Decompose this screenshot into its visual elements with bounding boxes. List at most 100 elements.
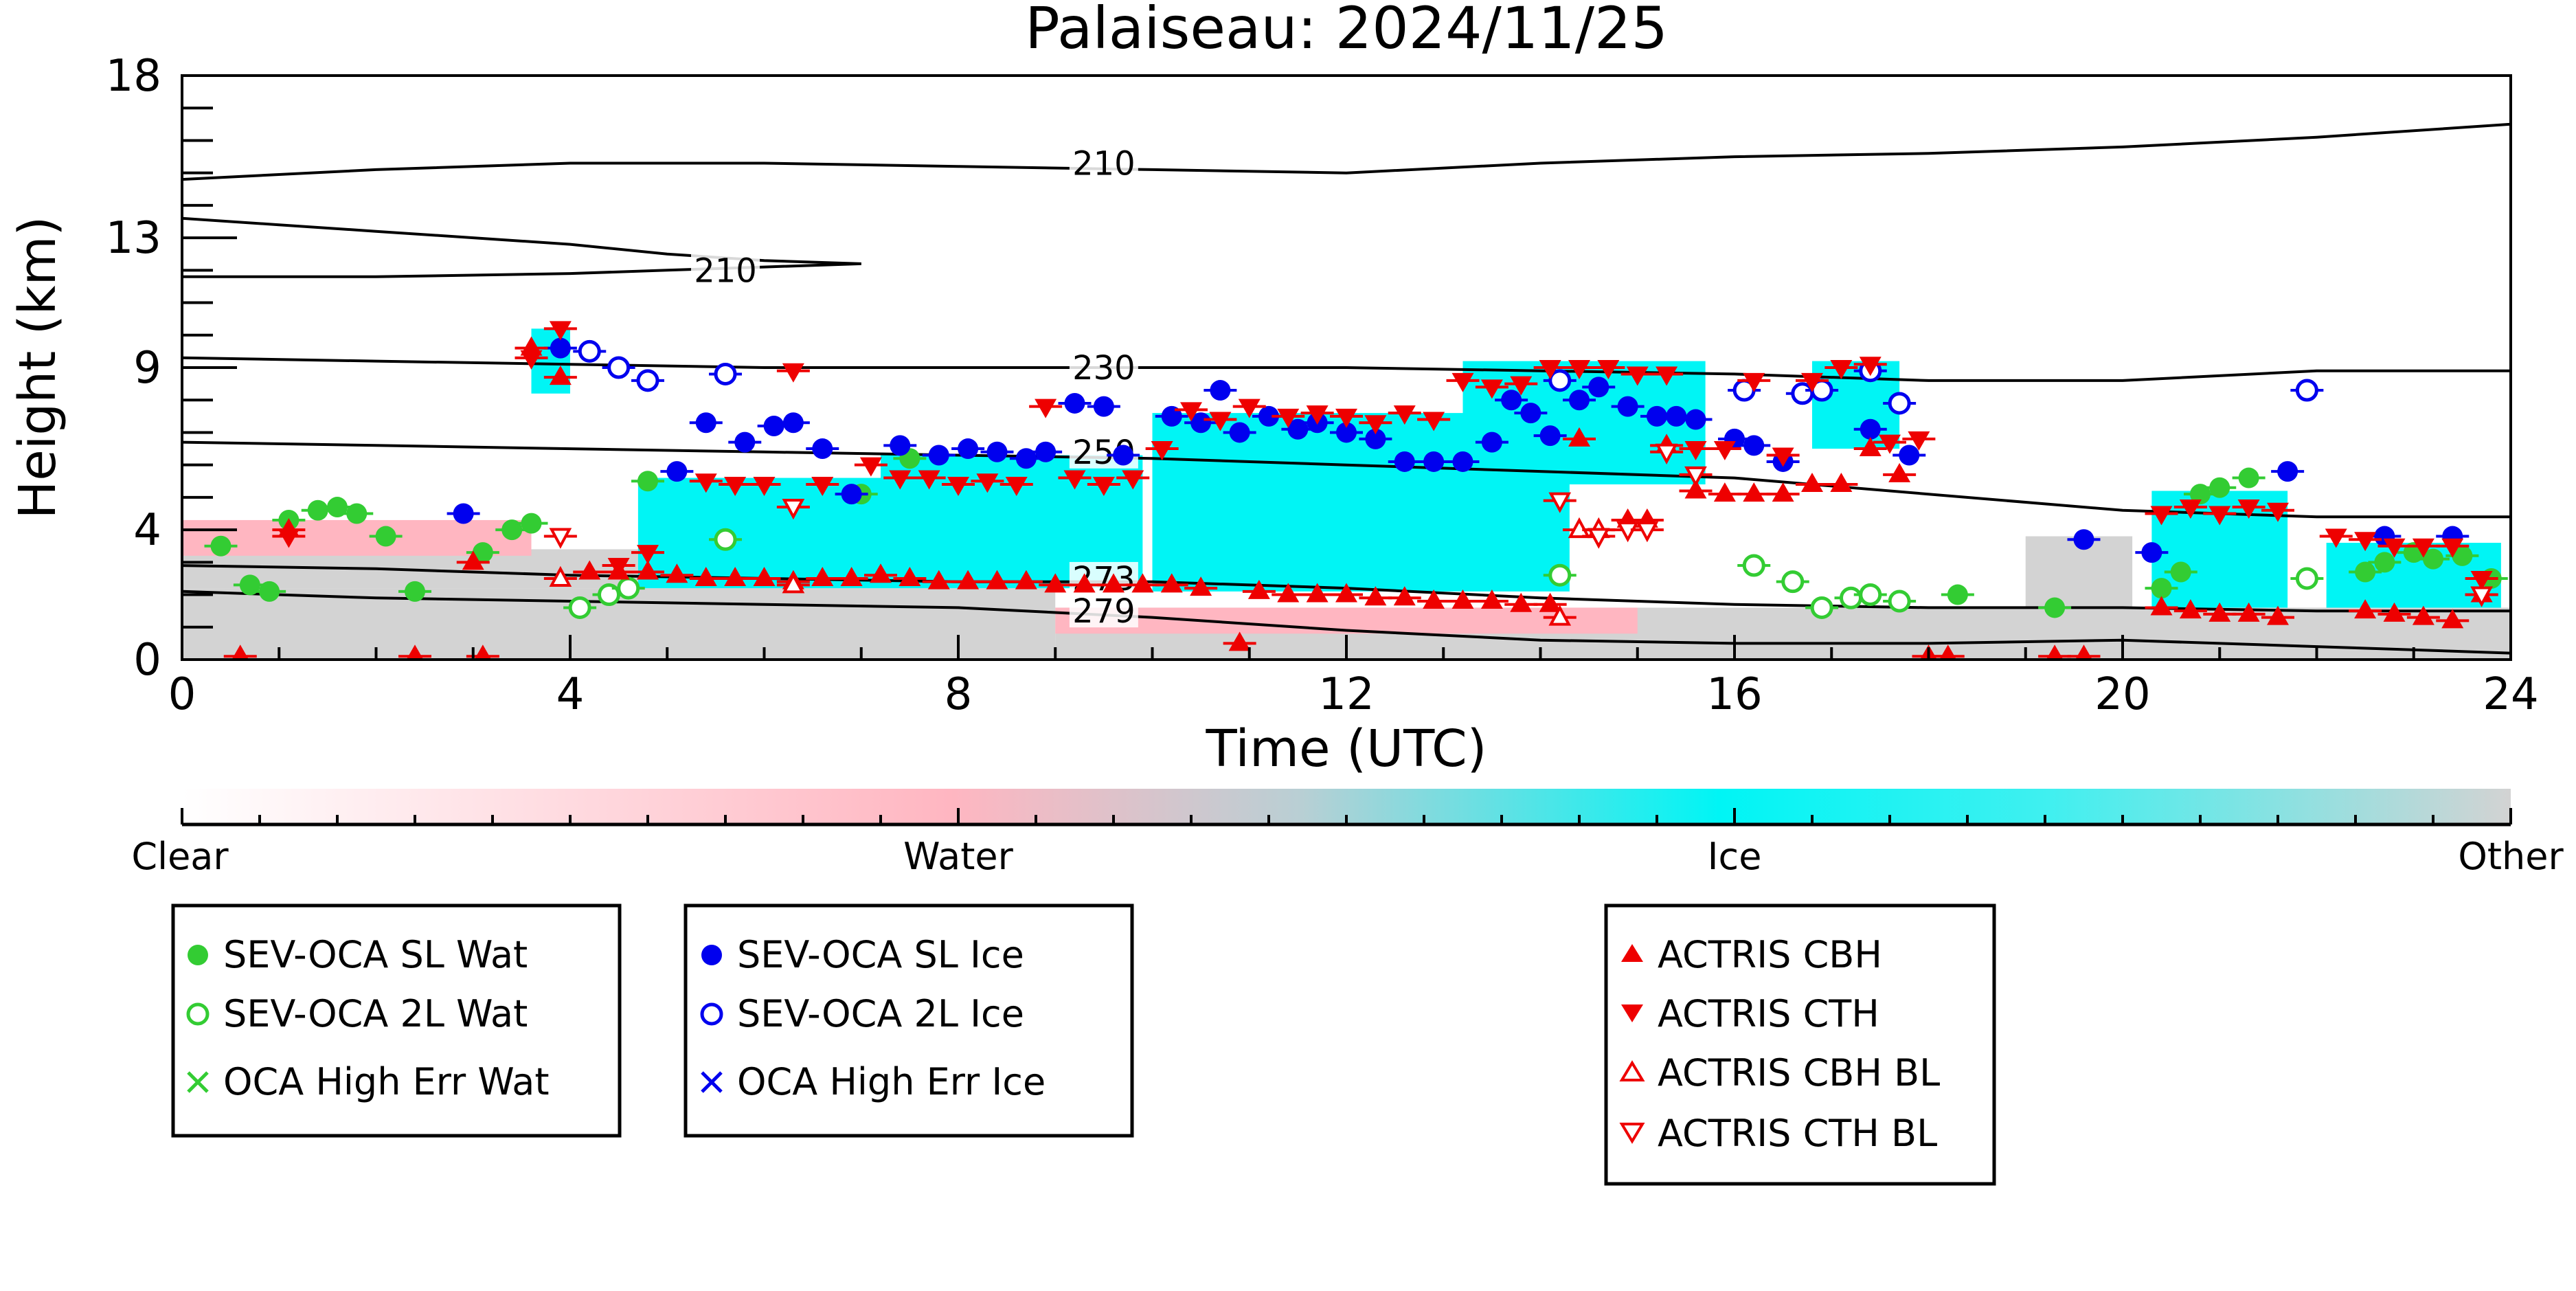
actris-cth-bl-point xyxy=(1548,492,1572,513)
legend-cbh-label: ACTRIS CBH xyxy=(1658,933,1882,976)
actris-cth-point xyxy=(1626,366,1649,386)
legend-cth-label: ACTRIS CTH xyxy=(1658,992,1879,1035)
x-tick-label: 8 xyxy=(945,669,973,720)
actris-cth-bl-point xyxy=(549,528,572,549)
actris-cth-point xyxy=(2208,506,2231,526)
actris-cth-point xyxy=(2179,499,2202,519)
sev-oca-sl-ice-point xyxy=(1617,396,1638,417)
actris-cth-point xyxy=(549,321,572,341)
sev-oca-2l-wat-point xyxy=(1548,563,1572,587)
actris-cbh-point xyxy=(1510,592,1533,612)
x-tick-label: 0 xyxy=(168,669,196,720)
legend-cbh-bl-marker xyxy=(1619,1060,1645,1081)
sev-oca-sl-ice-point xyxy=(695,412,716,434)
legend-ice-box xyxy=(683,903,1134,1138)
sev-oca-sl-wat-point xyxy=(2238,467,2259,489)
actris-cbh-point xyxy=(1772,482,1794,502)
sev-oca-2l-wat-point xyxy=(1888,590,1911,613)
sev-oca-sl-ice-point xyxy=(2141,542,2162,563)
sev-oca-sl-ice-point xyxy=(734,431,756,453)
legend-cth-bl-marker xyxy=(1619,1123,1645,1144)
sev-oca-2l-wat-point xyxy=(1810,596,1833,619)
actris-cth-point xyxy=(1063,470,1086,490)
contour-line-210 xyxy=(182,122,2511,181)
legend-2l-wat-marker xyxy=(186,1002,210,1026)
actris-cbh-point xyxy=(1103,573,1125,593)
legend-sl-wat-marker xyxy=(188,945,208,965)
sev-oca-sl-ice-point xyxy=(1229,422,1250,443)
contour-label-bg xyxy=(1069,594,1138,628)
actris-cbh-bl-point xyxy=(549,565,572,587)
x-tick-label: 20 xyxy=(2094,669,2150,720)
actris-cbh-point xyxy=(2441,609,2464,629)
legend-water-box xyxy=(171,903,622,1138)
sev-oca-sl-ice-point xyxy=(1093,396,1114,417)
sev-oca-sl-wat-point xyxy=(2452,545,2473,566)
actris-cbh-point xyxy=(2208,602,2231,622)
sev-oca-2l-wat-point xyxy=(1859,583,1882,607)
sev-oca-sl-ice-point xyxy=(1520,403,1541,424)
actris-cth-point xyxy=(2412,538,2434,558)
sev-oca-sl-ice-point xyxy=(550,337,571,359)
sev-oca-sl-ice-point xyxy=(986,441,1008,462)
actris-cbh-point xyxy=(1335,583,1357,603)
actris-cth-point xyxy=(1238,398,1261,418)
contour-label-bg xyxy=(691,254,760,287)
actris-cth-point xyxy=(1772,447,1794,467)
actris-cbh-point xyxy=(462,550,484,570)
actris-cth-point xyxy=(278,528,300,548)
ice-cloud-block xyxy=(1812,361,1900,449)
actris-cth-point xyxy=(782,363,804,383)
actris-cbh-point xyxy=(1713,482,1736,502)
actris-cbh-point xyxy=(694,566,717,586)
sev-oca-sl-ice-point xyxy=(666,461,688,482)
x-tick-label: 24 xyxy=(2483,669,2538,720)
actris-cth-point xyxy=(1908,431,1930,451)
actris-cth-point xyxy=(1713,441,1736,461)
actris-cbh-point xyxy=(2383,602,2406,622)
actris-cth-bl-point xyxy=(1655,443,1678,464)
sev-oca-sl-wat-point xyxy=(307,499,328,521)
actris-cbh-point xyxy=(986,570,1008,590)
actris-cth-point xyxy=(2325,528,2347,548)
sev-oca-sl-wat-point xyxy=(346,503,368,524)
actris-cbh-point xyxy=(753,566,776,586)
actris-cth-point xyxy=(1510,376,1533,396)
actris-cbh-point xyxy=(549,366,572,385)
actris-cbh-bl-point xyxy=(1548,605,1572,626)
legend-2l-ice-marker xyxy=(700,1002,723,1026)
sev-oca-2l-ice-point xyxy=(1888,392,1911,415)
actris-cth-point xyxy=(1277,408,1300,428)
actris-cth-point xyxy=(1306,405,1329,425)
actris-cth-bl-point xyxy=(782,499,805,520)
actris-cbh-point xyxy=(2412,605,2434,625)
actris-cth-point xyxy=(2354,532,2377,552)
chart-title: Palaiseau: 2024/11/25 xyxy=(1025,0,1668,62)
actris-cbh-point xyxy=(1393,586,1416,606)
contour-line-250 xyxy=(182,440,2511,519)
sev-oca-sl-ice-point xyxy=(2277,461,2298,482)
actris-cbh-point xyxy=(1277,583,1300,603)
sev-oca-sl-ice-point xyxy=(1899,445,1920,466)
actris-cth-point xyxy=(1597,360,1620,379)
actris-cbh-point xyxy=(724,566,747,586)
y-tick-label: 9 xyxy=(133,343,161,394)
sev-oca-sl-ice-point xyxy=(812,438,833,460)
actris-cth-point xyxy=(1879,434,1901,454)
actris-cth-point xyxy=(2267,502,2289,522)
actris-cbh-point xyxy=(1423,590,1445,609)
sev-oca-2l-wat-point xyxy=(714,528,737,551)
contour-line-210 xyxy=(182,216,861,278)
sev-oca-2l-ice-point xyxy=(1548,369,1572,392)
legend-higherr-wat-label: OCA High Err Wat xyxy=(223,1060,550,1103)
actris-cbh-point xyxy=(1131,573,1154,593)
legend-cth-marker xyxy=(1621,1004,1643,1022)
actris-cth-point xyxy=(859,457,882,477)
legend-higherr-ice-marker xyxy=(701,1071,723,1093)
actris-cbh-point xyxy=(666,563,688,583)
actris-cth-point xyxy=(1801,372,1823,392)
actris-cth-point xyxy=(1423,412,1445,431)
actris-cth-bl-point xyxy=(1684,466,1707,488)
actris-cbh-point xyxy=(899,566,921,586)
sev-oca-sl-ice-point xyxy=(1365,428,1386,449)
